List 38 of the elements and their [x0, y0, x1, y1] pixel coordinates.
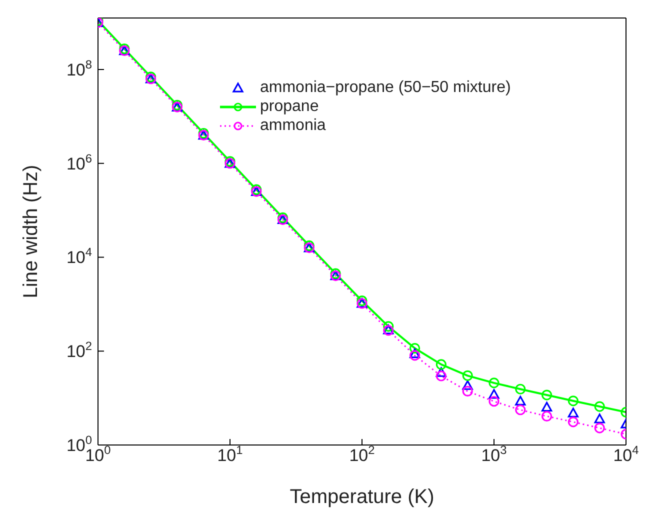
- y-tick-label: 10$^{6}$: [66, 151, 92, 174]
- point: [488, 389, 500, 399]
- point: [515, 384, 526, 394]
- point: [568, 416, 578, 428]
- y-tick-label: 10$^{4}$: [66, 245, 92, 268]
- legend-label: ammonia−propane (50−50 mixture): [260, 78, 511, 97]
- x-tick-label: 10$^{3}$: [481, 443, 508, 465]
- point: [542, 410, 552, 422]
- x-tick-label: 10$^{1}$: [217, 443, 244, 465]
- y-axis-title: Line width (Hz): [20, 164, 42, 298]
- point: [488, 396, 500, 407]
- point: [594, 401, 605, 412]
- point: [594, 422, 605, 434]
- y-tick-label: 10$^{2}$: [66, 339, 92, 362]
- point: [542, 390, 552, 400]
- point: [410, 342, 420, 354]
- point: [410, 350, 420, 361]
- point: [436, 367, 446, 377]
- point: [515, 396, 526, 406]
- point: [568, 396, 578, 406]
- point: [568, 408, 578, 418]
- point: [462, 386, 473, 396]
- point: [542, 402, 552, 412]
- point: [462, 380, 473, 390]
- point: [436, 359, 446, 370]
- point: [462, 370, 473, 381]
- point: [488, 378, 500, 388]
- point: [383, 321, 394, 332]
- x-axis-title: Temperature (K): [290, 486, 434, 508]
- x-tick-label: 10$^{2}$: [349, 443, 376, 465]
- legend-label: ammonia: [260, 116, 326, 135]
- point: [410, 348, 420, 358]
- point: [594, 414, 605, 424]
- legend-label: propane: [260, 97, 319, 116]
- y-tick-label: 10$^{8}$: [66, 57, 92, 80]
- x-tick-label: 10$^{4}$: [613, 443, 640, 465]
- point: [515, 404, 526, 416]
- point: [436, 370, 446, 382]
